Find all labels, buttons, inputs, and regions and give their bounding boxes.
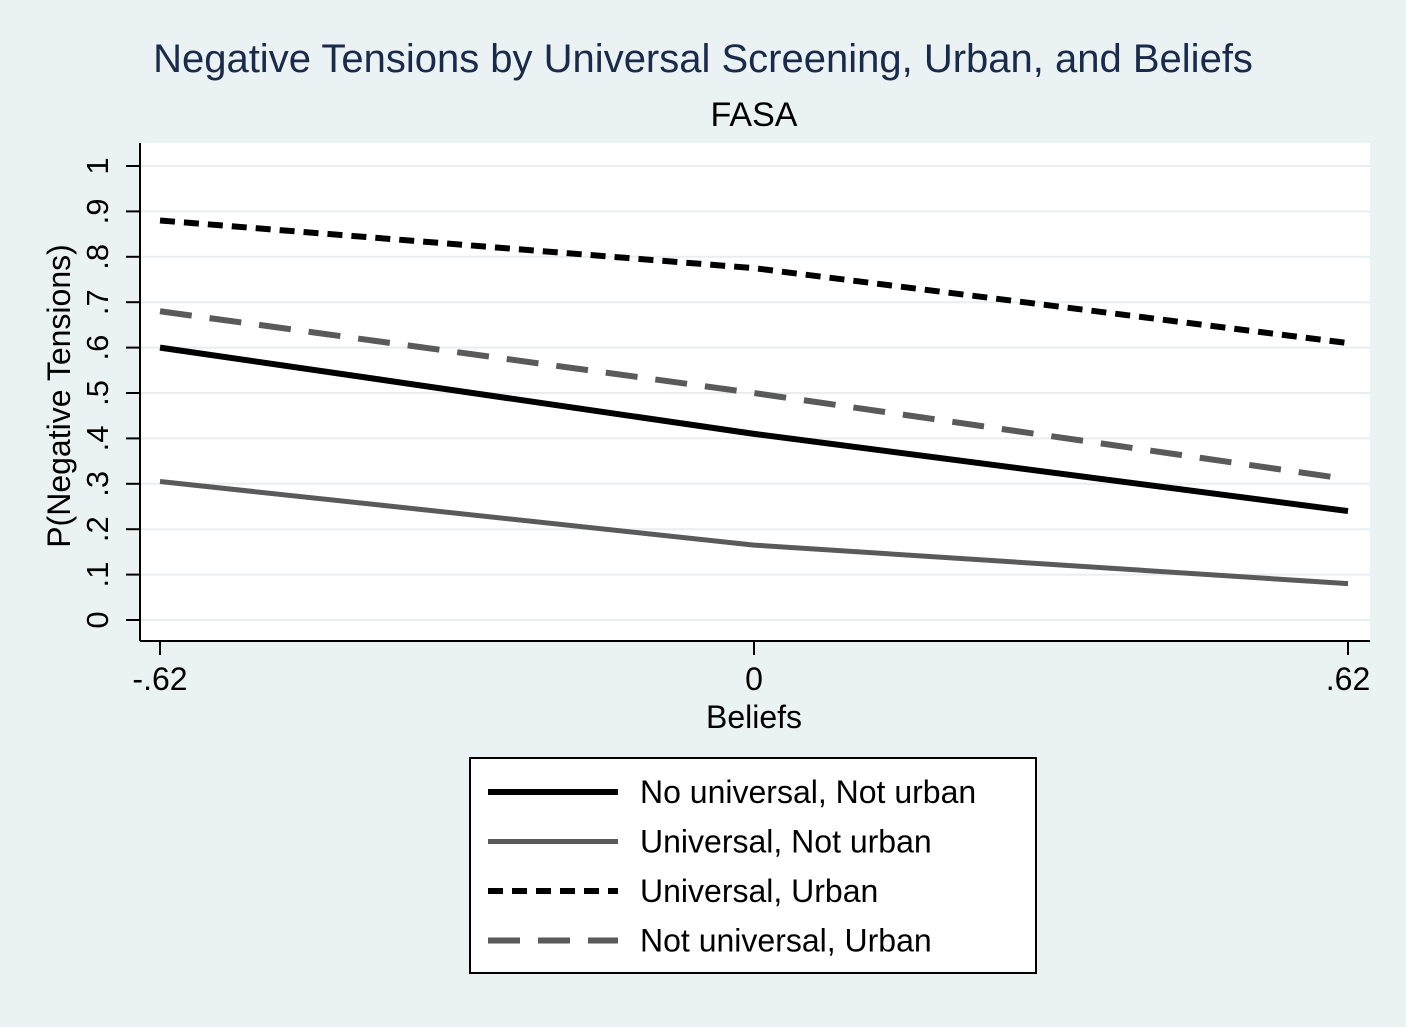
legend-label: Not universal, Urban (640, 923, 932, 959)
y-axis-ticks: 0 .1 .2 .3 .4 .5 .6 .7 .8 .9 1 (80, 157, 140, 629)
y-tick-label: .7 (80, 289, 115, 315)
y-axis-label: P(Negative Tensions) (41, 244, 77, 548)
y-tick-label: .4 (80, 425, 115, 451)
grid-lines (140, 165, 1370, 621)
y-tick-label: .6 (80, 335, 115, 361)
legend-label: No universal, Not urban (640, 774, 976, 810)
legend-label: Universal, Urban (640, 873, 878, 909)
x-tick-label: 0 (745, 661, 763, 697)
legend: No universal, Not urban Universal, Not ur… (469, 757, 1037, 974)
x-axis-ticks: -.62 0 .62 (132, 641, 1370, 697)
chart-subtitle: FASA (711, 96, 798, 134)
series-line-3 (159, 217, 1349, 347)
y-tick-label: .9 (80, 198, 115, 224)
series-line-1 (159, 344, 1349, 515)
y-tick-label: 1 (80, 157, 115, 174)
y-tick-label: .1 (80, 562, 115, 588)
y-tick-label: .3 (80, 471, 115, 497)
y-tick-label: .5 (80, 380, 115, 406)
x-axis-label: Beliefs (706, 699, 802, 735)
y-tick-label: .8 (80, 244, 115, 270)
x-tick-label: .62 (1326, 661, 1370, 697)
y-tick-label: 0 (80, 611, 115, 628)
legend-label: Universal, Not urban (640, 824, 932, 860)
legend-items: No universal, Not urban Universal, Not ur… (488, 774, 976, 959)
series-lines (159, 217, 1349, 587)
y-tick-label: .2 (80, 516, 115, 542)
series-line-2 (159, 479, 1349, 587)
x-tick-label: -.62 (132, 661, 187, 697)
chart-title: Negative Tensions by Universal Screening… (153, 37, 1253, 81)
